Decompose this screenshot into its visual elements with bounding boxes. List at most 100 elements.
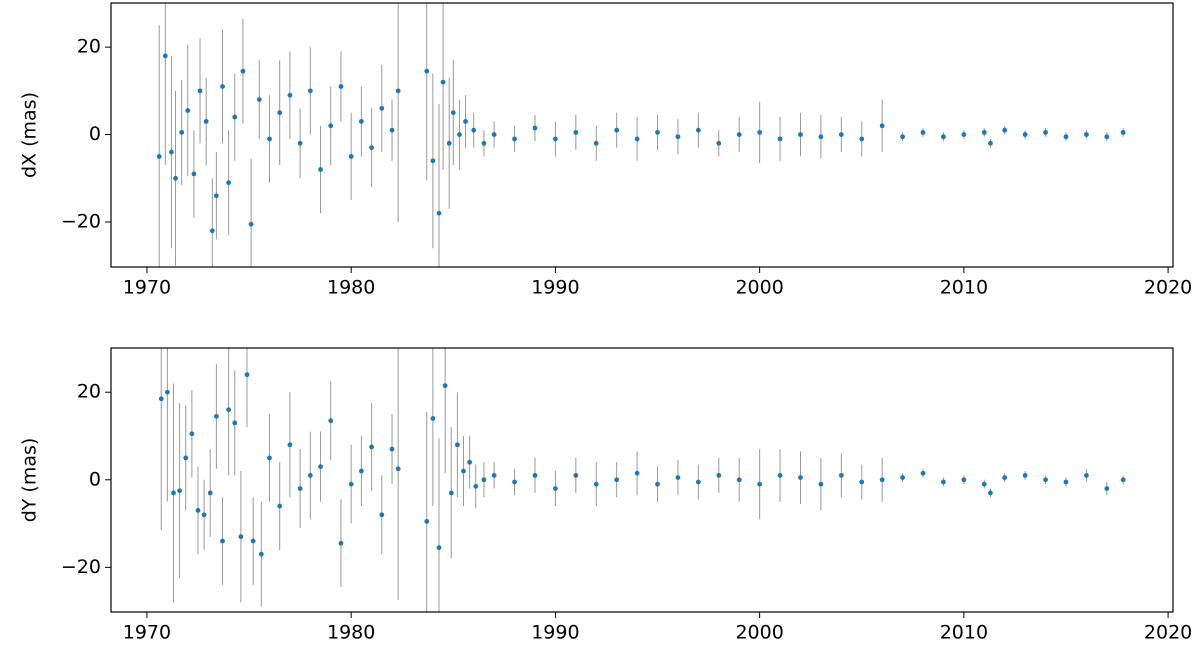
data-point xyxy=(424,68,430,74)
data-point xyxy=(614,127,620,133)
data-point xyxy=(777,473,783,478)
data-point xyxy=(379,105,385,111)
y-tick-label: 0 xyxy=(89,468,101,490)
x-tick-label: 2000 xyxy=(735,277,783,299)
data-point xyxy=(988,490,993,496)
data-point xyxy=(941,134,946,140)
data-point xyxy=(232,114,238,120)
data-point xyxy=(220,538,225,544)
x-tick-label: 1970 xyxy=(123,622,171,644)
data-point xyxy=(695,479,701,485)
y-tick-label: −20 xyxy=(61,556,101,578)
data-point xyxy=(389,127,395,133)
data-point xyxy=(981,129,987,135)
data-point xyxy=(463,119,468,124)
data-point xyxy=(593,140,599,146)
data-point xyxy=(471,127,477,133)
data-point xyxy=(920,129,926,135)
data-point xyxy=(716,140,722,146)
data-point xyxy=(634,470,640,476)
data-point xyxy=(512,136,517,142)
data-point xyxy=(156,154,162,159)
data-point xyxy=(879,123,885,129)
y-tick-label: 20 xyxy=(77,36,101,58)
data-point xyxy=(328,418,334,424)
axes-frame xyxy=(110,347,1174,613)
data-point xyxy=(450,110,456,116)
data-point xyxy=(203,119,209,124)
x-tick-label: 2000 xyxy=(735,622,783,644)
data-point xyxy=(532,473,538,478)
x-tick-label: 1970 xyxy=(123,277,171,299)
data-point xyxy=(988,140,993,146)
data-point xyxy=(777,136,783,142)
data-point xyxy=(207,490,213,496)
data-point xyxy=(177,488,183,494)
data-point xyxy=(277,503,283,509)
data-point xyxy=(736,132,742,137)
data-point xyxy=(1104,486,1110,491)
data-point xyxy=(446,140,452,146)
data-point xyxy=(338,84,344,89)
data-point xyxy=(1043,129,1048,135)
x-tick-label: 2020 xyxy=(1144,622,1192,644)
data-point xyxy=(981,481,987,487)
data-point xyxy=(553,136,558,142)
data-point xyxy=(675,475,681,480)
data-point xyxy=(430,158,436,164)
data-point xyxy=(183,455,189,461)
plot-area xyxy=(158,348,1126,612)
data-point xyxy=(162,53,168,59)
data-point xyxy=(634,136,640,142)
data-point xyxy=(287,442,293,448)
data-point xyxy=(389,446,395,452)
data-point xyxy=(232,420,238,426)
data-point xyxy=(173,175,178,181)
x-tick-label: 1990 xyxy=(531,277,579,299)
data-point xyxy=(226,407,232,413)
data-point xyxy=(798,132,803,137)
data-point xyxy=(941,479,946,485)
data-point xyxy=(197,88,203,94)
data-point xyxy=(1043,477,1048,483)
data-point xyxy=(1084,473,1089,478)
data-point xyxy=(1063,479,1069,485)
data-point xyxy=(593,481,599,487)
data-point xyxy=(457,132,462,137)
data-point xyxy=(818,481,824,487)
data-point xyxy=(1120,477,1126,483)
data-point xyxy=(442,383,448,389)
data-point xyxy=(798,475,803,480)
data-point xyxy=(240,68,246,74)
data-point xyxy=(179,129,185,135)
data-point xyxy=(256,97,262,102)
data-point xyxy=(454,442,460,448)
data-point xyxy=(512,479,517,485)
data-point xyxy=(338,540,344,546)
data-point xyxy=(448,490,454,496)
data-point xyxy=(164,389,170,395)
data-point xyxy=(757,129,763,135)
data-point xyxy=(171,490,176,496)
data-point xyxy=(961,132,967,137)
data-point xyxy=(859,479,865,485)
data-point xyxy=(191,171,197,177)
data-point xyxy=(238,534,244,540)
data-point xyxy=(1063,134,1069,140)
data-point xyxy=(267,455,272,461)
data-point xyxy=(277,110,283,116)
data-point xyxy=(244,372,250,378)
data-point xyxy=(818,134,824,140)
x-tick-label: 2020 xyxy=(1144,277,1192,299)
data-point xyxy=(900,134,905,140)
data-point xyxy=(185,108,191,113)
data-point xyxy=(436,545,442,551)
y-tick-label: 20 xyxy=(77,381,101,403)
data-point xyxy=(961,477,967,483)
data-point xyxy=(436,210,442,216)
data-point xyxy=(573,129,579,135)
data-point xyxy=(201,512,207,518)
data-point xyxy=(573,473,579,478)
x-tick-label: 2010 xyxy=(940,622,988,644)
